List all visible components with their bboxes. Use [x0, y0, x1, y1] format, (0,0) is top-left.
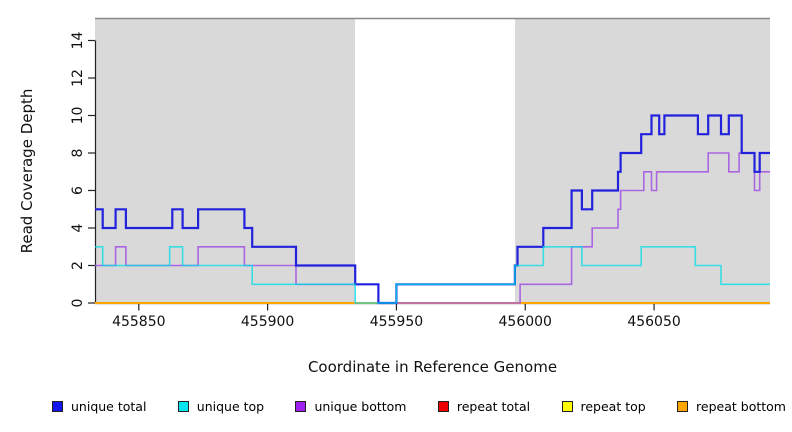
legend-item-label: repeat bottom — [696, 399, 786, 414]
svg-text:455950: 455950 — [370, 314, 423, 330]
legend-item-label: unique bottom — [314, 399, 407, 414]
svg-text:456000: 456000 — [499, 314, 552, 330]
svg-text:6: 6 — [70, 186, 86, 195]
legend-item-repeat-top: repeat top — [561, 399, 646, 414]
legend-item-label: unique top — [196, 399, 265, 414]
svg-text:455850: 455850 — [112, 314, 165, 330]
legend-item-unique-bottom: unique bottom — [295, 399, 407, 414]
unique-total-swatch-icon — [52, 401, 63, 412]
repeat-bottom-swatch-icon — [677, 401, 689, 412]
svg-text:12: 12 — [70, 69, 86, 87]
legend-item-label: repeat total — [456, 399, 531, 414]
legend-item-label: repeat top — [580, 399, 646, 414]
y-axis-title: Read Coverage Depth — [18, 88, 36, 254]
svg-text:10: 10 — [70, 107, 86, 125]
svg-text:456050: 456050 — [627, 314, 680, 330]
legend-item-unique-total: unique total — [52, 399, 146, 414]
svg-text:4: 4 — [70, 223, 86, 232]
unique-bottom-swatch-icon — [295, 401, 307, 412]
svg-text:2: 2 — [70, 261, 86, 270]
x-axis-title: Coordinate in Reference Genome — [307, 358, 558, 376]
svg-text:8: 8 — [70, 149, 86, 158]
legend: unique total unique top unique bottom re… — [52, 399, 786, 414]
legend-item-repeat-bottom: repeat bottom — [677, 399, 786, 414]
legend-item-label: unique total — [71, 399, 147, 414]
legend-item-unique-top: unique top — [177, 399, 265, 414]
svg-text:0: 0 — [70, 299, 86, 308]
svg-text:14: 14 — [70, 32, 86, 50]
repeat-top-swatch-icon — [561, 401, 573, 412]
svg-text:455900: 455900 — [241, 314, 294, 330]
repeat-total-swatch-icon — [437, 401, 449, 412]
legend-item-repeat-total: repeat total — [437, 399, 531, 414]
unique-top-swatch-icon — [177, 401, 189, 412]
